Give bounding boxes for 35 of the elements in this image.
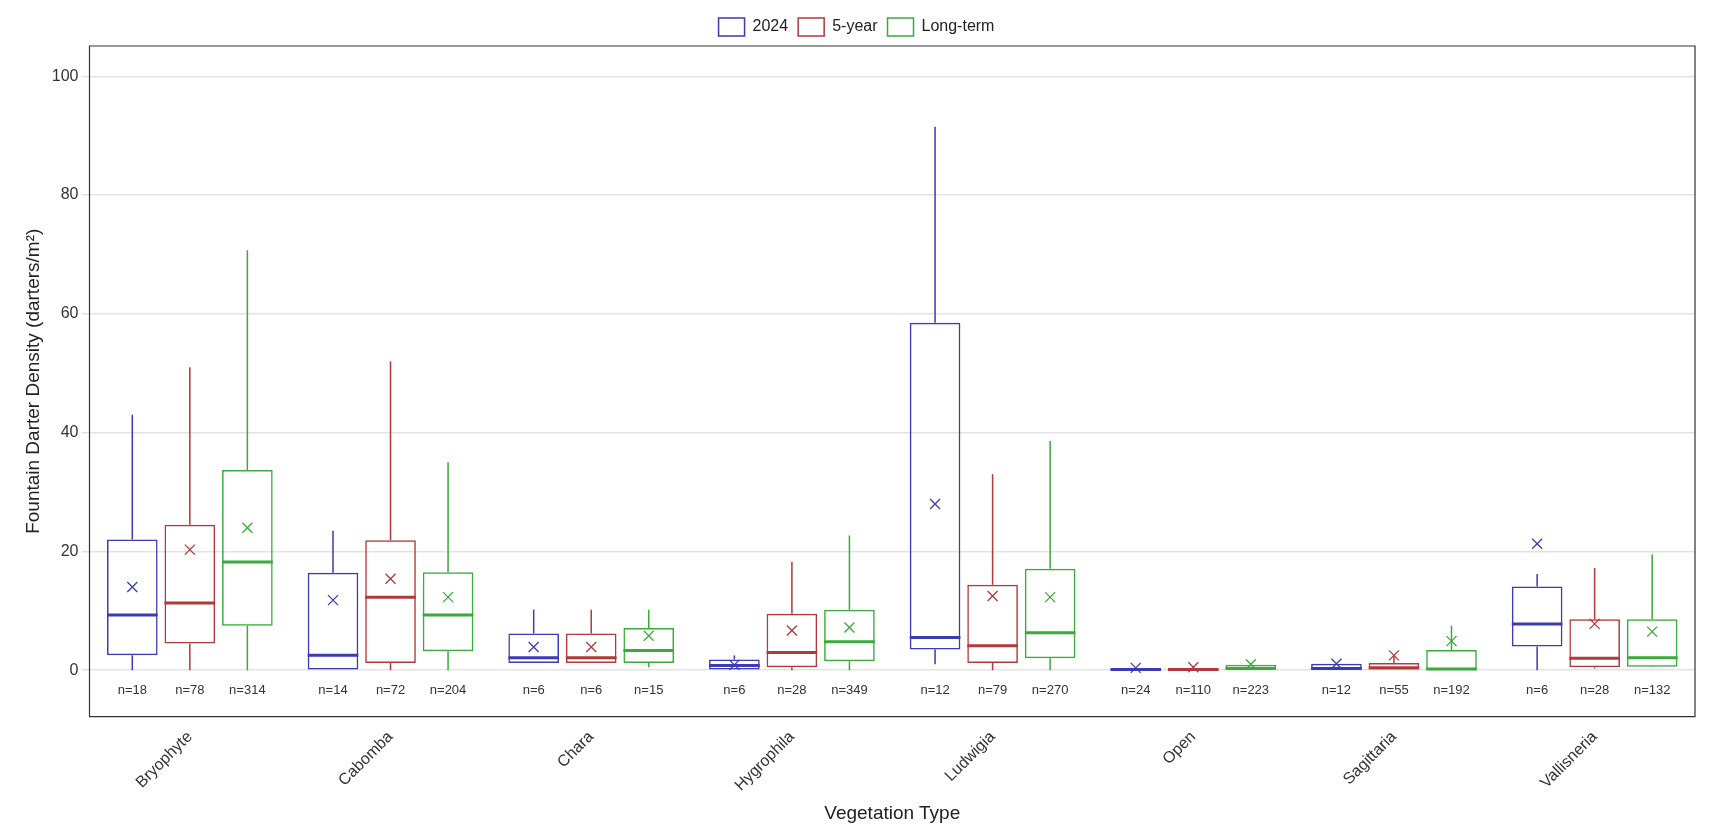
annotation: n=28: [1580, 681, 1610, 697]
annotation: n=110: [1175, 681, 1212, 697]
annotation: n=79: [977, 681, 1008, 697]
annotation: n=18: [117, 681, 147, 697]
y-tick-label: 0: [69, 660, 79, 678]
legend-label: Long-term: [921, 17, 995, 35]
annotation: n=6: [580, 681, 603, 697]
annotation: n=6: [723, 681, 746, 697]
annotation: n=349: [831, 681, 868, 697]
annotation: n=204: [429, 681, 467, 697]
annotation: n=28: [777, 681, 807, 697]
annotation: n=270: [1031, 681, 1069, 697]
y-tick-label: 60: [60, 304, 79, 322]
legend-label: 5-year: [832, 17, 879, 35]
annotation: n=132: [1633, 681, 1671, 697]
annotation: n=12: [920, 681, 950, 697]
y-tick-label: 20: [60, 541, 79, 559]
annotation: n=72: [375, 681, 406, 697]
legend-label: 2024: [752, 17, 789, 35]
y-axis-title: Fountain Darter Density (darters/m²): [21, 228, 43, 534]
annotation: n=15: [634, 681, 664, 697]
x-axis-title: Vegetation Type: [824, 801, 961, 823]
annotation: n=12: [1321, 681, 1352, 697]
annotation: n=55: [1379, 681, 1409, 697]
annotation: n=223: [1232, 681, 1270, 697]
y-tick-label: 40: [60, 423, 79, 441]
annotation: n=24: [1121, 681, 1151, 697]
y-tick-label: 80: [60, 185, 79, 203]
annotation: n=78: [175, 681, 205, 697]
annotation: n=6: [522, 681, 545, 697]
annotation: n=192: [1433, 681, 1470, 697]
annotation: n=14: [318, 681, 348, 697]
annotation: n=6: [1526, 681, 1549, 697]
y-tick-label: 100: [51, 66, 79, 84]
annotation: n=314: [229, 681, 266, 697]
